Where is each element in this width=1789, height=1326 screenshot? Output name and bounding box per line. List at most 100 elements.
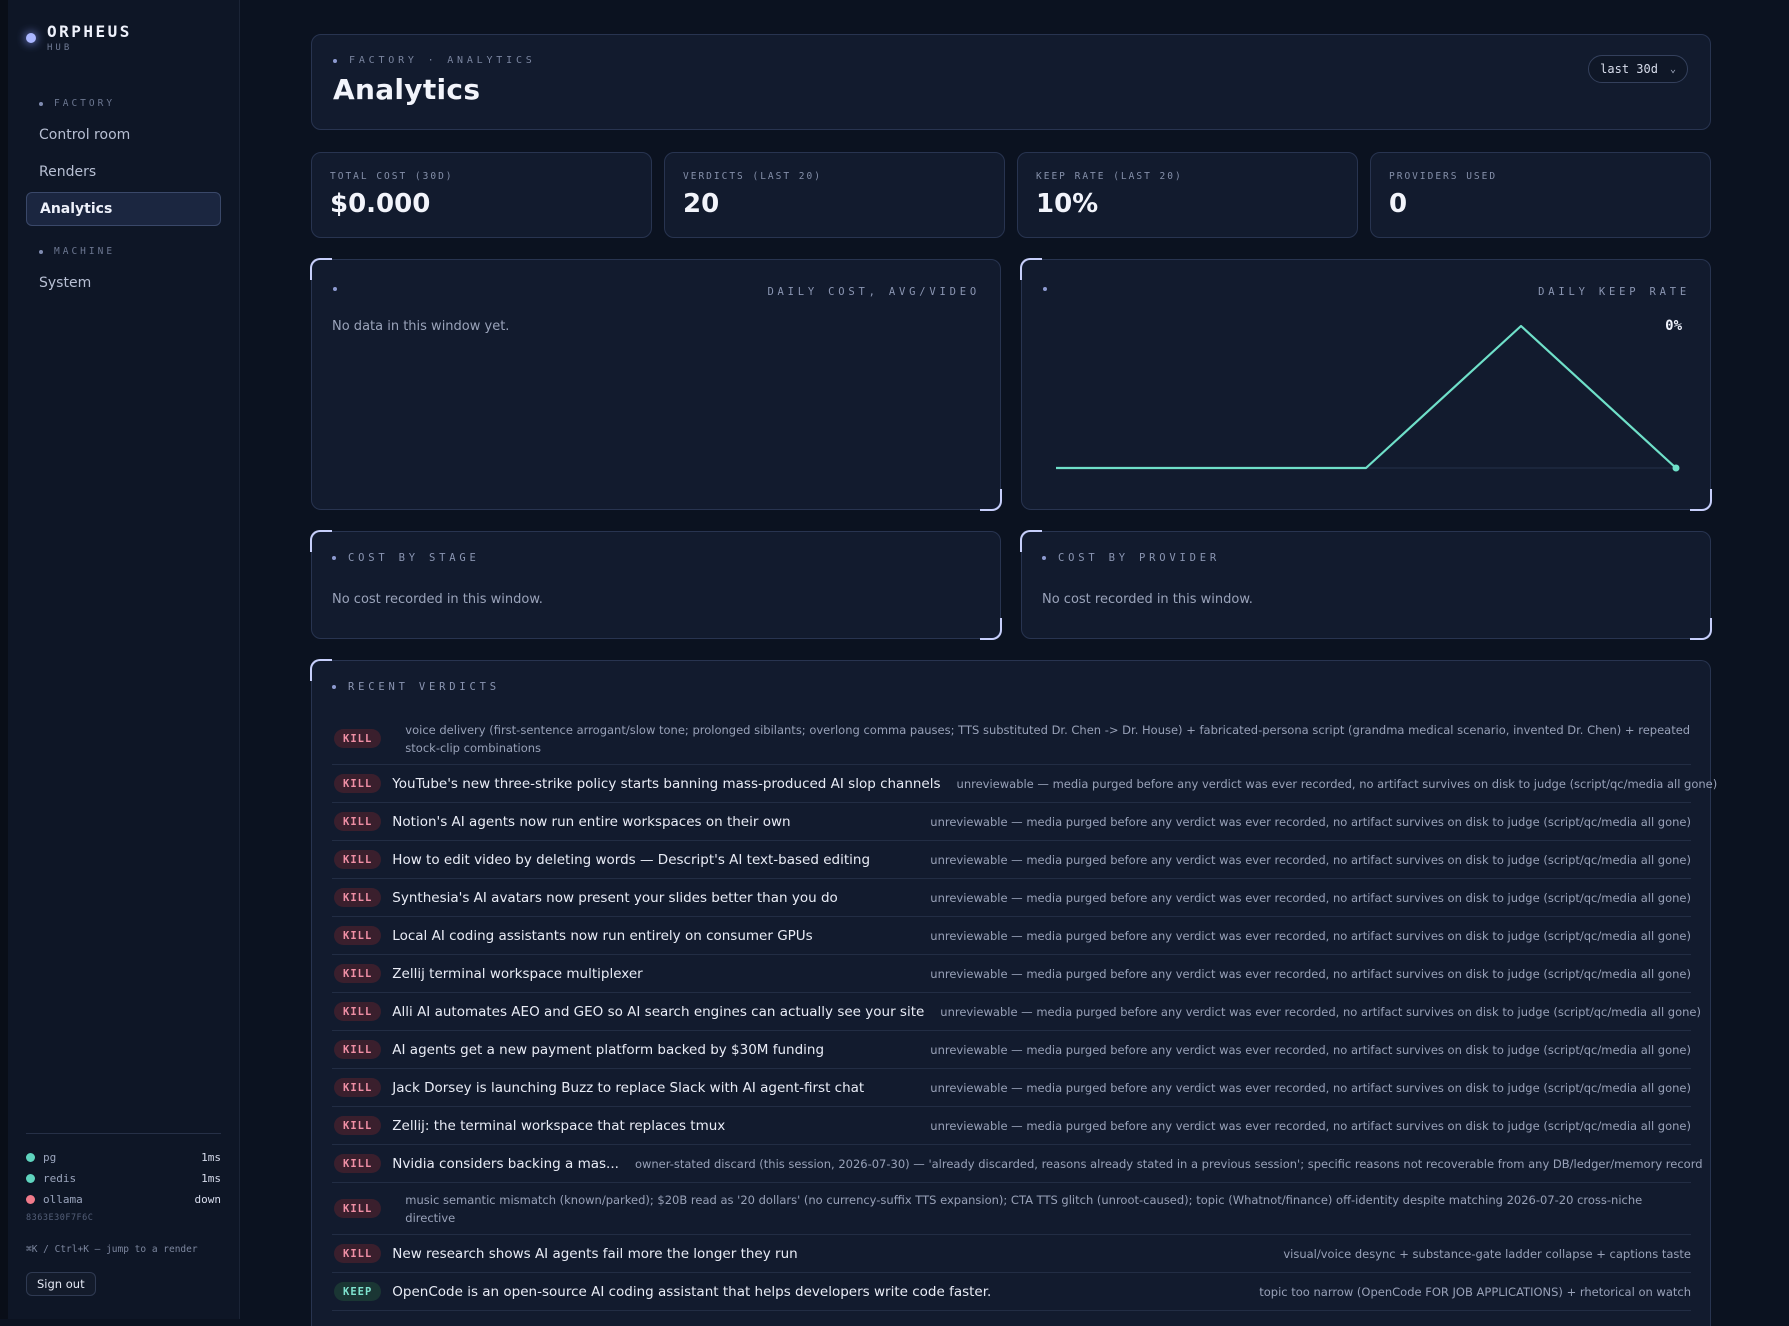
verdict-badge: KILL (334, 1199, 382, 1218)
verdict-badge: KILL (334, 812, 382, 831)
panel-corner (1690, 618, 1712, 640)
verdict-title: Nvidia considers backing a mas... (392, 1155, 619, 1172)
verdict-badge: KILL (334, 729, 382, 748)
sign-out-button[interactable]: Sign out (26, 1272, 96, 1296)
verdict-title: New research shows AI agents fail more t… (392, 1245, 798, 1262)
verdict-row[interactable]: KILL New research shows AI agents fail mo… (332, 1235, 1691, 1273)
panel-title: DAILY KEEP RATE (1538, 286, 1690, 298)
verdict-row[interactable]: KILL How to edit video by deleting words … (332, 841, 1691, 879)
verdict-row[interactable]: KILL AI agents get a new payment platform… (332, 1031, 1691, 1069)
status-dot-icon (26, 1174, 35, 1183)
verdict-title: AI agents get a new payment platform bac… (392, 1041, 825, 1058)
panel-corner (980, 489, 1002, 511)
brand-logo[interactable]: ORPHEUS HUB (26, 22, 132, 53)
daily-cost-panel: DAILY COST, AVG/VIDEO No data in this wi… (310, 258, 1002, 511)
verdict-title: Local AI coding assistants now run entir… (392, 927, 813, 944)
verdict-reason: unreviewable — media purged before any v… (930, 928, 1691, 943)
verdict-reason: unreviewable — media purged before any v… (930, 1080, 1691, 1095)
health-name: pg (43, 1151, 57, 1164)
sidebar-divider (26, 1133, 221, 1134)
page-title: Analytics (333, 73, 481, 106)
verdict-row[interactable]: KILL Jack Dorsey is launching Buzz to rep… (332, 1069, 1691, 1107)
stat-label: KEEP RATE (LAST 20) (1036, 171, 1183, 182)
nav-section-label: MACHINE (54, 246, 116, 257)
stat-label: VERDICTS (LAST 20) (683, 171, 822, 182)
page-header: FACTORY · ANALYTICS Analytics last 30d ⌄ (311, 34, 1711, 130)
verdict-row[interactable]: KEEP OpenCode is an open-source AI coding… (332, 1273, 1691, 1311)
verdict-badge: KILL (334, 774, 382, 793)
status-dot-icon (26, 1195, 35, 1204)
panel-title-text: RECENT VERDICTS (348, 681, 500, 693)
stat-verdicts: VERDICTS (LAST 20) 20 (664, 152, 1005, 238)
verdict-badge: KILL (334, 1078, 382, 1097)
range-value: last 30d (1600, 62, 1658, 76)
verdict-row[interactable]: KILL Notion's AI agents now run entire wo… (332, 803, 1691, 841)
sidebar-item-control-room[interactable]: Control room (26, 118, 221, 152)
range-select[interactable]: last 30d ⌄ (1588, 55, 1688, 83)
brand-dot-icon (26, 33, 36, 43)
bullet-icon (39, 101, 43, 106)
sidebar-item-label: System (39, 275, 92, 291)
verdict-row[interactable]: KILL Local AI coding assistants now run e… (332, 917, 1691, 955)
verdict-reason: unreviewable — media purged before any v… (930, 1118, 1691, 1133)
stat-label: PROVIDERS USED (1389, 171, 1498, 182)
panel-corner (980, 618, 1002, 640)
sidebar-item-renders[interactable]: Renders (26, 155, 221, 189)
health-name: ollama (43, 1193, 83, 1206)
verdict-row[interactable]: KILL Zellij terminal workspace multiplexe… (332, 955, 1691, 993)
verdict-row[interactable]: KILL music semantic mismatch (known/parke… (332, 1183, 1691, 1235)
health-redis: redis 1ms (26, 1172, 221, 1185)
verdict-title: OpenCode is an open-source AI coding ass… (392, 1283, 992, 1300)
verdict-row[interactable]: KILL Alli AI automates AEO and GEO so AI … (332, 993, 1701, 1031)
series-line (1056, 324, 1677, 470)
stat-value: 0 (1389, 189, 1408, 219)
daily-keep-rate-panel: DAILY KEEP RATE 0% (1020, 258, 1712, 511)
panel-title: COST BY STAGE (332, 552, 480, 564)
build-id: 8363E30F7F6C (26, 1213, 94, 1223)
health-value: 1ms (201, 1172, 221, 1185)
verdict-badge: KEEP (334, 1282, 382, 1301)
sidebar-item-system[interactable]: System (26, 266, 221, 300)
stat-label: TOTAL COST (30D) (330, 171, 454, 182)
keep-rate-chart (1056, 324, 1680, 472)
health-name: redis (43, 1172, 77, 1185)
verdict-title: YouTube's new three-strike policy starts… (392, 775, 941, 792)
verdict-reason: topic too narrow (OpenCode FOR JOB APPLI… (1259, 1284, 1691, 1299)
verdict-row[interactable]: KILL voice delivery (first-sentence arrog… (332, 713, 1691, 765)
verdict-row[interactable]: KILL YouTube's new three-strike policy st… (332, 765, 1717, 803)
panel-corner (310, 530, 332, 552)
verdict-title: Alli AI automates AEO and GEO so AI sear… (392, 1003, 925, 1020)
bullet-icon (39, 249, 43, 254)
verdict-badge: KILL (334, 964, 382, 983)
verdict-badge: KILL (334, 1002, 382, 1021)
bullet-icon (1043, 287, 1047, 291)
verdict-row[interactable]: KILL Zellij: the terminal workspace that … (332, 1107, 1691, 1145)
verdict-reason: unreviewable — media purged before any v… (940, 1004, 1701, 1019)
bullet-icon (332, 685, 336, 689)
chevron-down-icon: ⌄ (1669, 63, 1676, 75)
bullet-icon (333, 58, 337, 63)
panel-title: RECENT VERDICTS (332, 681, 500, 693)
empty-state: No cost recorded in this window. (332, 592, 543, 607)
verdict-badge: KILL (334, 926, 382, 945)
panel-title-text: COST BY PROVIDER (1058, 552, 1220, 564)
cost-by-provider-panel: COST BY PROVIDER No cost recorded in thi… (1020, 530, 1712, 640)
stat-providers: PROVIDERS USED 0 (1370, 152, 1711, 238)
panel-title: COST BY PROVIDER (1042, 552, 1220, 564)
stat-value: 20 (683, 189, 720, 219)
brand-title: ORPHEUS (47, 22, 132, 41)
verdict-reason: unreviewable — media purged before any v… (930, 814, 1691, 829)
sidebar-item-label: Analytics (40, 201, 113, 217)
verdict-title: How to edit video by deleting words — De… (392, 851, 871, 868)
verdict-reason: owner-stated discard (this session, 2026… (634, 1156, 1703, 1171)
sidebar-item-label: Control room (39, 127, 131, 143)
verdict-row[interactable]: KILL Nvidia considers backing a mas... own… (332, 1145, 1703, 1183)
stat-value: 10% (1036, 189, 1099, 219)
empty-state: No data in this window yet. (332, 319, 510, 334)
sidebar-item-analytics[interactable]: Analytics (26, 192, 221, 226)
recent-verdicts-panel: RECENT VERDICTS KILL voice delivery (firs… (310, 659, 1717, 1326)
verdict-row[interactable]: KILL Synthesia's AI avatars now present y… (332, 879, 1691, 917)
sidebar: ORPHEUS HUB FACTORY Control room Renders… (0, 0, 240, 1319)
verdict-reason: unreviewable — media purged before any v… (930, 966, 1691, 981)
health-value: down (194, 1193, 222, 1206)
